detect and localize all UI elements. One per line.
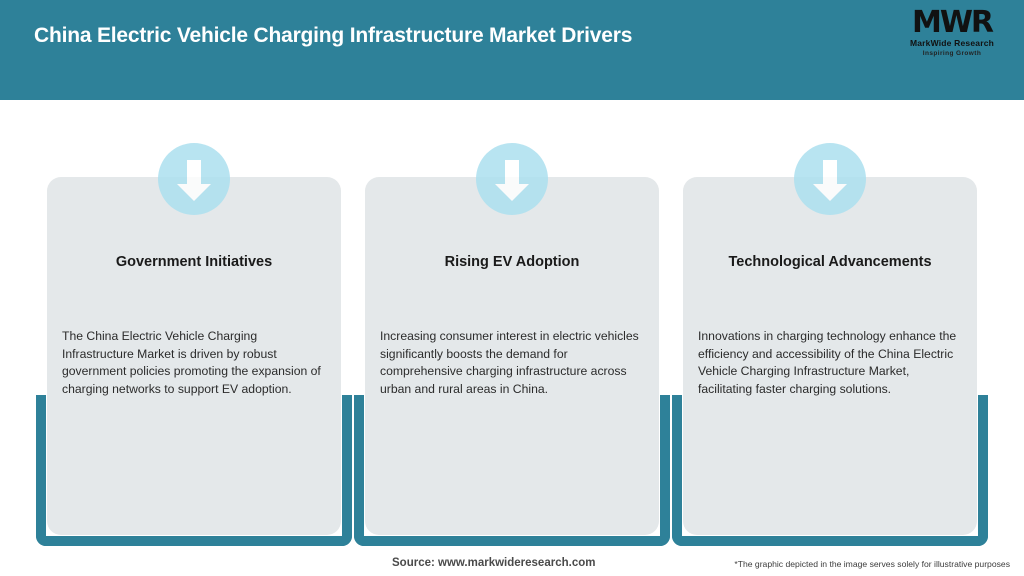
card-frame [36,395,352,546]
card-body-text: Innovations in charging technology enhan… [698,329,957,396]
card-title: Technological Advancements [728,254,932,270]
driver-card-2: Rising EV Adoption Increasing consumer i… [354,143,670,546]
card-panel [47,177,341,535]
markwide-research-logo: MWR MarkWide Research Inspiring Growth [898,8,1006,62]
logo-tagline: Inspiring Growth [922,50,982,57]
card-panel [683,177,977,535]
card-frame [672,395,988,546]
disclaimer-note: *The graphic depicted in the image serve… [734,559,1010,569]
driver-card-3: Technological Advancements Innovations i… [672,143,988,546]
card-panel [365,177,659,535]
page-header: China Electric Vehicle Charging Infrastr… [0,0,1024,100]
card-title: Rising EV Adoption [444,254,580,270]
card-body-text: The China Electric Vehicle Charging Infr… [62,329,321,396]
logo-monogram-icon: MWR [911,5,994,40]
drivers-card-group: Government Initiatives The China Electri… [0,100,1024,576]
driver-card-1: Government Initiatives The China Electri… [36,143,352,546]
arrow-down-icon [476,143,548,215]
arrow-down-icon [794,143,866,215]
arrow-down-icon [158,143,230,215]
card-title: Government Initiatives [115,254,273,270]
page-title: China Electric Vehicle Charging Infrastr… [34,24,633,47]
card-body-text: Increasing consumer interest in electric… [380,329,639,396]
card-frame [354,395,670,546]
source-label: Source: www.markwideresearch.com [392,557,596,569]
logo-company-name: MarkWide Research [909,38,995,48]
